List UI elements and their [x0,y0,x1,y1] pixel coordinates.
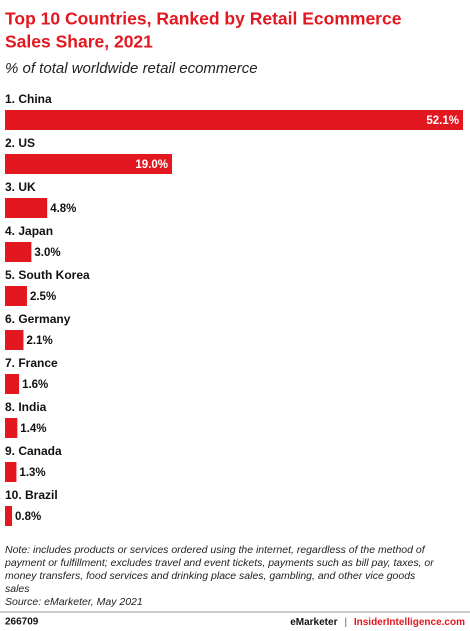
bar [5,198,48,218]
value-label: 1.3% [19,467,45,479]
bar [5,110,463,130]
value-label: 3.0% [34,247,60,259]
value-label: 1.6% [22,379,48,391]
site: InsiderIntelligence.com [354,617,465,628]
category-label: 1. China [5,92,52,106]
value-label: 1.4% [20,423,46,435]
note: payment or fulfillment; excludes travel … [4,557,434,569]
category-label: 2. US [5,136,35,150]
bar [5,330,24,350]
bar [5,418,18,438]
category-label: 4. Japan [5,224,53,238]
source: Source: eMarketer, May 2021 [5,596,143,608]
category-label: 6. Germany [5,312,71,326]
note: Note: includes products or services orde… [5,544,426,556]
bar [5,286,27,306]
category-label: 3. UK [5,180,36,194]
value-label: 2.1% [26,335,52,347]
category-label: 5. South Korea [5,268,90,282]
value-label: 2.5% [30,291,56,303]
bar [5,242,32,262]
chart-title: Sales Share, 2021 [5,32,153,52]
chart-title: Top 10 Countries, Ranked by Retail Ecomm… [5,9,402,29]
chart-subtitle: % of total worldwide retail ecommerce [5,60,258,77]
footer-brand: eMarketer | InsiderIntelligence.com [290,617,465,628]
bar [5,374,20,394]
note: money transfers, food services and drink… [5,570,416,582]
bar [5,506,13,526]
note: sales [5,583,30,595]
value-label: 0.8% [15,511,41,523]
separator: | [344,617,347,628]
category-label: 9. Canada [5,444,62,458]
value-label: 52.1% [426,115,459,127]
value-label: 19.0% [135,159,168,171]
category-label: 10. Brazil [5,488,58,502]
value-label: 4.8% [50,203,76,215]
chart-id: 266709 [5,617,39,628]
bar [5,462,17,482]
bar [5,154,173,174]
category-label: 8. India [5,400,47,414]
category-label: 7. France [5,356,58,370]
brand: eMarketer [290,617,337,628]
